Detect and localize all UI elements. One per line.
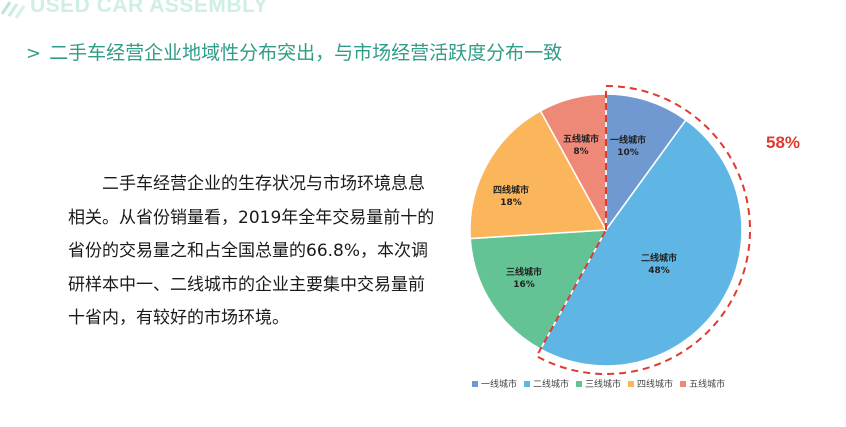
slice-value-label: 8% [573, 147, 588, 157]
brand-watermark: USED CAR ASSEMBLY [30, 0, 268, 17]
legend-swatch [524, 380, 531, 387]
legend-label: 四线城市 [637, 380, 674, 390]
legend-label: 二线城市 [533, 380, 570, 390]
pie-slice-2 [539, 118, 743, 367]
pie-slice-3 [469, 229, 608, 351]
brand-stripes-logo [0, 1, 26, 19]
slice-value-label: 48% [648, 266, 670, 276]
body-paragraph: 二手车经营企业的生存状况与市场环境息息相关。从省份销量看，2019年全年交易量前… [68, 174, 435, 328]
legend-label: 一线城市 [481, 380, 518, 390]
slice-value-label: 18% [500, 198, 522, 208]
slice-value-label: 16% [513, 280, 535, 290]
legend-item: 一线城市 [472, 377, 517, 390]
highlight-percent-callout: 58% [766, 133, 800, 152]
slice-category-label: 二线城市 [641, 252, 677, 264]
legend-label: 五线城市 [689, 380, 726, 390]
headline-text: 二手车经营企业地域性分布突出，与市场经营活跃度分布一致 [49, 42, 563, 64]
chevron-right-icon: > [26, 43, 42, 64]
slice-category-label: 一线城市 [610, 134, 646, 146]
pie-slice-1 [605, 93, 687, 233]
slice-category-label: 四线城市 [493, 184, 529, 196]
legend-item: 四线城市 [628, 377, 673, 390]
legend-item: 五线城市 [680, 377, 725, 390]
legend-swatch [628, 380, 635, 387]
legend-item: 三线城市 [576, 377, 621, 390]
pie-slice-4 [469, 109, 608, 240]
legend-swatch [472, 380, 478, 387]
slice-category-label: 五线城市 [563, 133, 599, 145]
slice-value-label: 10% [617, 148, 639, 158]
legend-label: 三线城市 [585, 380, 622, 390]
section-headline: > 二手车经营企业地域性分布突出，与市场经营活跃度分布一致 [26, 38, 562, 65]
legend-swatch [680, 380, 687, 387]
legend-item: 二线城市 [524, 377, 569, 390]
highlight-dashed-outline [535, 84, 751, 375]
legend-swatch [576, 380, 583, 387]
chart-legend: 一线城市 二线城市 三线城市 四线城市 五线城市 [472, 377, 725, 390]
slice-category-label: 三线城市 [506, 266, 542, 278]
